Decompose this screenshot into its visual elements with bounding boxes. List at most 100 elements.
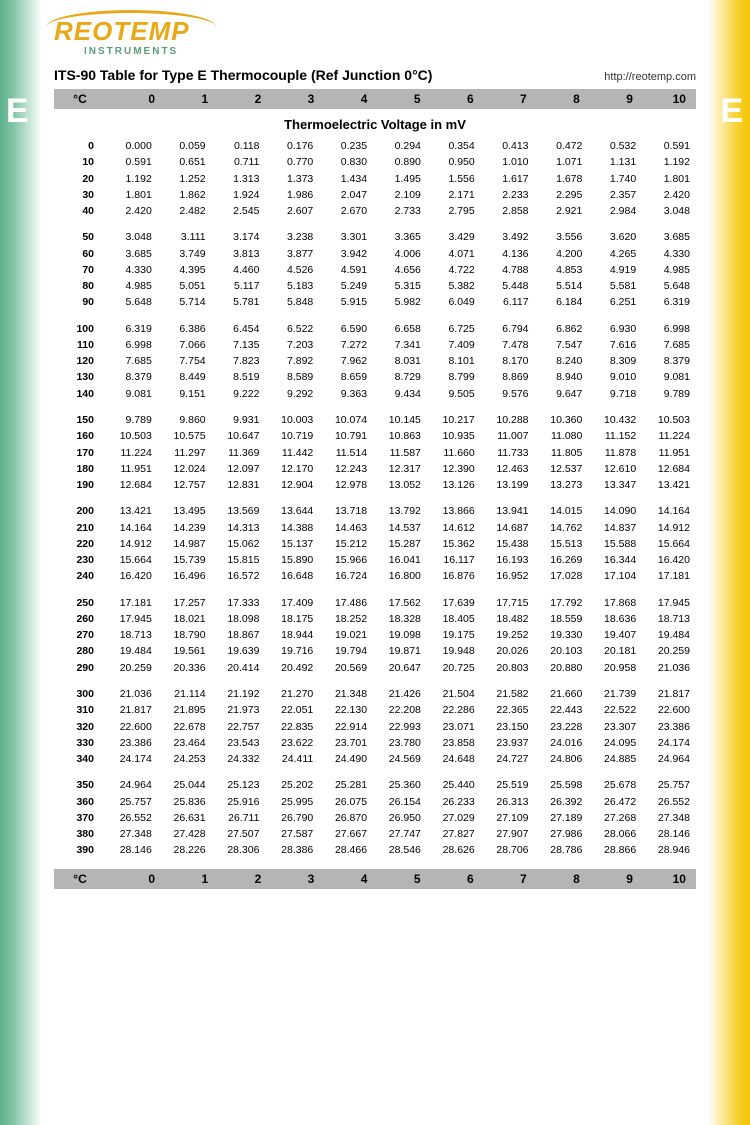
table-row: 29020.25920.33620.41420.49220.56920.6472… <box>54 660 696 676</box>
cell-value: 5.915 <box>319 294 373 310</box>
cell-value: 7.135 <box>212 337 266 353</box>
cell-value: 7.272 <box>319 337 373 353</box>
cell-value: 2.295 <box>535 187 589 203</box>
cell-value: 8.519 <box>212 369 266 385</box>
cell-value: 9.718 <box>588 386 642 402</box>
cell-value: 28.946 <box>642 842 696 858</box>
cell-value: 23.701 <box>319 735 373 751</box>
cell-value: 9.363 <box>319 386 373 402</box>
cell-value: 22.051 <box>265 702 319 718</box>
cell-value: 0.830 <box>319 154 373 170</box>
cell-value: 14.537 <box>373 520 427 536</box>
cell-value: 2.420 <box>104 203 158 219</box>
cell-value: 12.537 <box>535 461 589 477</box>
table-row: 905.6485.7145.7815.8485.9155.9826.0496.1… <box>54 294 696 310</box>
cell-value: 13.792 <box>373 503 427 519</box>
cell-value: 13.718 <box>319 503 373 519</box>
cell-value: 26.233 <box>427 794 481 810</box>
cell-value: 19.561 <box>158 643 212 659</box>
cell-value: 12.170 <box>265 461 319 477</box>
cell-value: 2.670 <box>319 203 373 219</box>
row-temperature: 20 <box>54 171 104 187</box>
data-block: 1006.3196.3866.4546.5226.5906.6586.7256.… <box>54 321 696 402</box>
cell-value: 12.243 <box>319 461 373 477</box>
cell-value: 6.998 <box>104 337 158 353</box>
cell-value: 6.590 <box>319 321 373 337</box>
cell-value: 23.622 <box>265 735 319 751</box>
cell-value: 0.413 <box>481 138 535 154</box>
table-row: 503.0483.1113.1743.2383.3013.3653.4293.4… <box>54 229 696 245</box>
cell-value: 11.442 <box>265 445 319 461</box>
cell-value: 25.519 <box>481 777 535 793</box>
cell-value: 6.794 <box>481 321 535 337</box>
col-header-9: 9 <box>586 872 639 886</box>
cell-value: 19.716 <box>265 643 319 659</box>
cell-value: 3.492 <box>481 229 535 245</box>
table-row: 35024.96425.04425.12325.20225.28125.3602… <box>54 777 696 793</box>
col-header-10: 10 <box>639 872 692 886</box>
col-header-7: 7 <box>480 92 533 106</box>
cell-value: 7.478 <box>481 337 535 353</box>
col-header-2: 2 <box>214 872 267 886</box>
cell-value: 11.805 <box>535 445 589 461</box>
cell-value: 6.522 <box>265 321 319 337</box>
cell-value: 5.581 <box>588 278 642 294</box>
cell-value: 0.591 <box>642 138 696 154</box>
cell-value: 13.347 <box>588 477 642 493</box>
cell-value: 20.803 <box>481 660 535 676</box>
cell-value: 26.313 <box>481 794 535 810</box>
table-row: 38027.34827.42827.50727.58727.66727.7472… <box>54 826 696 842</box>
cell-value: 11.080 <box>535 428 589 444</box>
cell-value: 6.386 <box>158 321 212 337</box>
col-header-6: 6 <box>427 92 480 106</box>
cell-value: 26.392 <box>535 794 589 810</box>
cell-value: 14.463 <box>319 520 373 536</box>
table-row: 23015.66415.73915.81515.89015.96616.0411… <box>54 552 696 568</box>
cell-value: 26.631 <box>158 810 212 826</box>
row-temperature: 390 <box>54 842 104 858</box>
row-temperature: 130 <box>54 369 104 385</box>
table-row: 804.9855.0515.1175.1835.2495.3155.3825.4… <box>54 278 696 294</box>
table-row: 201.1921.2521.3131.3731.4341.4951.5561.6… <box>54 171 696 187</box>
cell-value: 11.951 <box>104 461 158 477</box>
cell-value: 19.175 <box>427 627 481 643</box>
table-row: 100.5910.6510.7110.7700.8300.8900.9501.0… <box>54 154 696 170</box>
cell-value: 10.003 <box>265 412 319 428</box>
cell-value: 11.369 <box>212 445 266 461</box>
row-temperature: 80 <box>54 278 104 294</box>
cell-value: 17.104 <box>588 568 642 584</box>
cell-value: 28.626 <box>427 842 481 858</box>
cell-value: 20.336 <box>158 660 212 676</box>
cell-value: 24.648 <box>427 751 481 767</box>
cell-value: 18.559 <box>535 611 589 627</box>
table-row: 301.8011.8621.9241.9862.0472.1092.1712.2… <box>54 187 696 203</box>
cell-value: 2.733 <box>373 203 427 219</box>
cell-value: 20.725 <box>427 660 481 676</box>
cell-value: 5.249 <box>319 278 373 294</box>
cell-value: 0.294 <box>373 138 427 154</box>
cell-value: 28.546 <box>373 842 427 858</box>
cell-value: 27.907 <box>481 826 535 842</box>
cell-value: 25.916 <box>212 794 266 810</box>
cell-value: 19.098 <box>373 627 427 643</box>
row-temperature: 180 <box>54 461 104 477</box>
cell-value: 15.664 <box>104 552 158 568</box>
cell-value: 18.021 <box>158 611 212 627</box>
cell-value: 5.514 <box>535 278 589 294</box>
cell-value: 3.111 <box>158 229 212 245</box>
cell-value: 8.170 <box>481 353 535 369</box>
cell-value: 18.944 <box>265 627 319 643</box>
cell-value: 6.319 <box>104 321 158 337</box>
table-row: 32022.60022.67822.75722.83522.91422.9932… <box>54 719 696 735</box>
table-row: 28019.48419.56119.63919.71619.79419.8711… <box>54 643 696 659</box>
cell-value: 23.780 <box>373 735 427 751</box>
cell-value: 17.868 <box>588 595 642 611</box>
cell-value: 15.438 <box>481 536 535 552</box>
cell-value: 21.270 <box>265 686 319 702</box>
cell-value: 25.836 <box>158 794 212 810</box>
cell-value: 5.315 <box>373 278 427 294</box>
column-header-bar: °C012345678910 <box>54 89 696 109</box>
cell-value: 13.273 <box>535 477 589 493</box>
source-url[interactable]: http://reotemp.com <box>604 71 696 83</box>
cell-value: 22.914 <box>319 719 373 735</box>
